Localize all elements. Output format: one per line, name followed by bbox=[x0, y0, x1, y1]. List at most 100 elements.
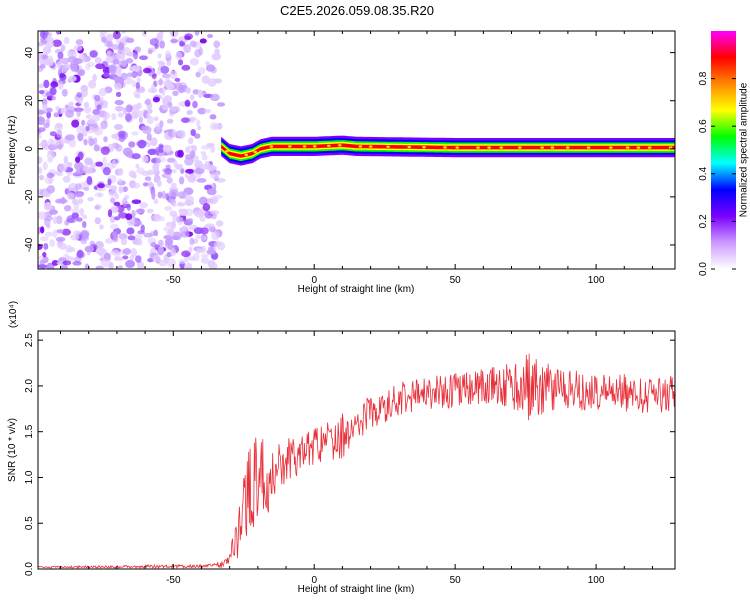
noise-blob bbox=[86, 175, 93, 185]
noise-blob bbox=[117, 168, 124, 176]
noise-blob bbox=[57, 51, 64, 60]
noise-blob bbox=[125, 104, 133, 113]
noise-blob bbox=[145, 112, 151, 120]
noise-blob bbox=[46, 172, 55, 179]
noise-blob bbox=[121, 31, 126, 34]
noise-blob bbox=[121, 46, 132, 56]
noise-blob bbox=[126, 227, 135, 235]
noise-blob bbox=[131, 79, 137, 88]
colorbar-tick-label: 0.8 bbox=[698, 71, 709, 85]
noise-blob bbox=[178, 176, 185, 185]
noise-blob bbox=[181, 64, 191, 71]
noise-blob bbox=[171, 106, 177, 113]
noise-blob bbox=[197, 89, 203, 99]
noise-blob bbox=[113, 216, 120, 221]
signal-speckle bbox=[609, 146, 613, 149]
noise-blob bbox=[169, 70, 178, 80]
noise-blob bbox=[190, 150, 196, 159]
noise-blob bbox=[68, 101, 75, 107]
noise-blob bbox=[89, 50, 98, 58]
noise-blob bbox=[50, 139, 60, 147]
noise-blob bbox=[42, 31, 49, 36]
noise-blob bbox=[75, 183, 82, 190]
noise-blob bbox=[115, 91, 122, 97]
noise-blob bbox=[65, 109, 74, 118]
noise-blob bbox=[100, 146, 110, 156]
signal-speckle bbox=[455, 146, 460, 149]
spectrogram-frame bbox=[37, 30, 676, 270]
noise-blob bbox=[208, 262, 218, 269]
noise-blob bbox=[125, 58, 134, 64]
signal-speckle bbox=[225, 150, 229, 153]
noise-blob bbox=[76, 249, 84, 259]
noise-blob bbox=[169, 210, 178, 217]
noise-blob bbox=[81, 129, 88, 137]
noise-blob bbox=[46, 151, 55, 160]
signal-speckle bbox=[550, 146, 555, 149]
noise-blob bbox=[121, 197, 128, 207]
noise-blob bbox=[187, 174, 197, 182]
noise-blob bbox=[199, 38, 207, 44]
noise-blob bbox=[74, 161, 84, 171]
noise-blob bbox=[209, 93, 220, 102]
noise-blob bbox=[117, 112, 124, 118]
noise-blob bbox=[75, 39, 84, 46]
noise-blob bbox=[111, 113, 117, 121]
noise-blob bbox=[205, 61, 210, 66]
signal-speckle bbox=[302, 145, 307, 148]
noise-blob bbox=[143, 232, 154, 238]
noise-blob bbox=[185, 146, 191, 154]
noise-blob bbox=[106, 33, 114, 42]
noise-blob bbox=[92, 73, 97, 82]
snr-multiplier-label: (x10⁴) bbox=[8, 301, 19, 328]
noise-blob bbox=[45, 118, 50, 126]
noise-blob bbox=[103, 100, 108, 109]
noise-blob bbox=[166, 83, 175, 90]
noise-blob bbox=[172, 231, 182, 241]
noise-blob bbox=[102, 66, 111, 74]
noise-blob bbox=[62, 260, 72, 266]
noise-blob bbox=[132, 104, 140, 111]
x-tick-label: 100 bbox=[588, 275, 605, 286]
signal-speckle bbox=[312, 145, 317, 148]
colorbar-ticks: 0.0 0.2 0.4 0.6 0.8 bbox=[698, 71, 736, 276]
noise-blob bbox=[213, 40, 221, 49]
spectrogram-panel: -50 0 50 100 -40 -20 0 20 40 Height of straight… bbox=[7, 30, 676, 295]
noise-blob bbox=[176, 129, 185, 137]
noise-blob bbox=[216, 102, 226, 107]
noise-blob bbox=[165, 164, 171, 169]
noise-blob bbox=[180, 117, 190, 123]
noise-blob bbox=[58, 198, 68, 204]
snr-y-axis: 0.0 0.5 1.0 1.5 2.0 2.5 bbox=[24, 333, 675, 576]
noise-blob bbox=[117, 265, 123, 269]
noise-blob bbox=[113, 82, 122, 90]
noise-blob bbox=[170, 248, 176, 257]
noise-blob bbox=[46, 107, 53, 113]
noise-blob bbox=[207, 198, 218, 205]
noise-blob bbox=[105, 56, 115, 64]
noise-blob bbox=[160, 65, 170, 74]
noise-blob bbox=[112, 76, 123, 82]
noise-blob bbox=[44, 176, 54, 185]
noise-blob bbox=[50, 81, 59, 88]
noise-blob bbox=[193, 210, 199, 216]
noise-blob bbox=[63, 155, 69, 165]
colorbar-tick-label: 0.0 bbox=[698, 262, 709, 276]
noise-blob bbox=[100, 258, 111, 268]
noise-blob bbox=[108, 65, 117, 75]
noise-blob bbox=[82, 214, 88, 220]
snr-y-axis-label: SNR (10 * v/v) bbox=[7, 418, 18, 482]
noise-blob bbox=[79, 208, 85, 217]
noise-blob bbox=[97, 193, 102, 198]
noise-blob bbox=[61, 57, 70, 65]
noise-blob bbox=[84, 245, 95, 253]
noise-blob bbox=[63, 36, 70, 45]
signal-speckle bbox=[443, 146, 447, 149]
noise-blob bbox=[156, 179, 162, 187]
noise-blob bbox=[178, 208, 189, 213]
noise-blob bbox=[113, 201, 121, 206]
noise-blob bbox=[126, 72, 135, 77]
noise-blob bbox=[153, 198, 159, 204]
noise-blob bbox=[124, 112, 132, 122]
noise-blob bbox=[75, 169, 85, 175]
